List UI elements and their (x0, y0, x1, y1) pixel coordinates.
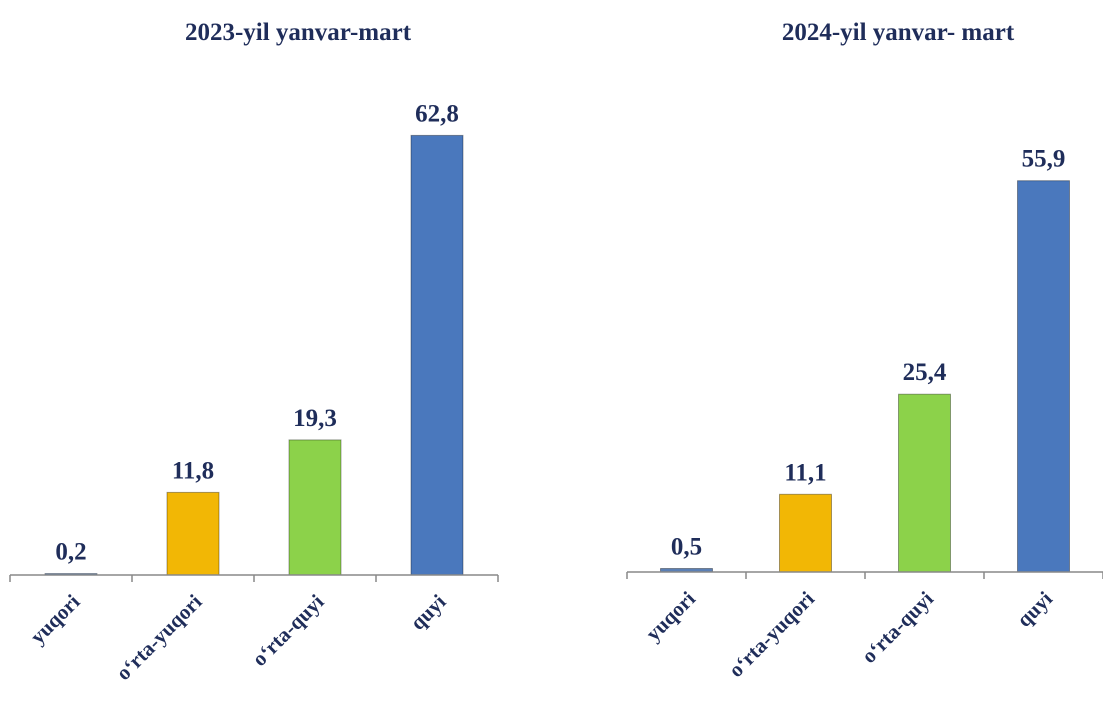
value-label: 0,5 (671, 534, 702, 561)
bar (1017, 180, 1070, 573)
chart-title: 2023-yil yanvar-mart (185, 19, 412, 46)
value-label: 19,3 (293, 405, 337, 432)
value-label: 55,9 (1022, 146, 1066, 173)
chart-title: 2024-yil yanvar- mart (782, 19, 1015, 46)
x-tick-label: yuqori (25, 589, 84, 648)
bar (779, 493, 832, 573)
x-tick-label: yuqori (641, 586, 700, 645)
bar (898, 393, 951, 573)
bar (288, 439, 342, 576)
x-tick-label: oʻrta-yuqori (724, 586, 819, 681)
x-tick-label: oʻrta-quyi (857, 586, 938, 667)
bar (166, 491, 220, 576)
value-label: 62,8 (415, 100, 459, 127)
bar (410, 134, 464, 576)
x-tick-label: oʻrta-yuqori (111, 589, 206, 684)
value-label: 0,2 (55, 539, 86, 566)
x-tick-label: quyi (1012, 586, 1057, 631)
x-tick-label: oʻrta-quyi (247, 589, 328, 670)
x-tick-label: quyi (405, 589, 450, 634)
value-label: 25,4 (903, 359, 947, 386)
value-label: 11,8 (172, 457, 214, 484)
value-label: 11,1 (784, 459, 826, 486)
